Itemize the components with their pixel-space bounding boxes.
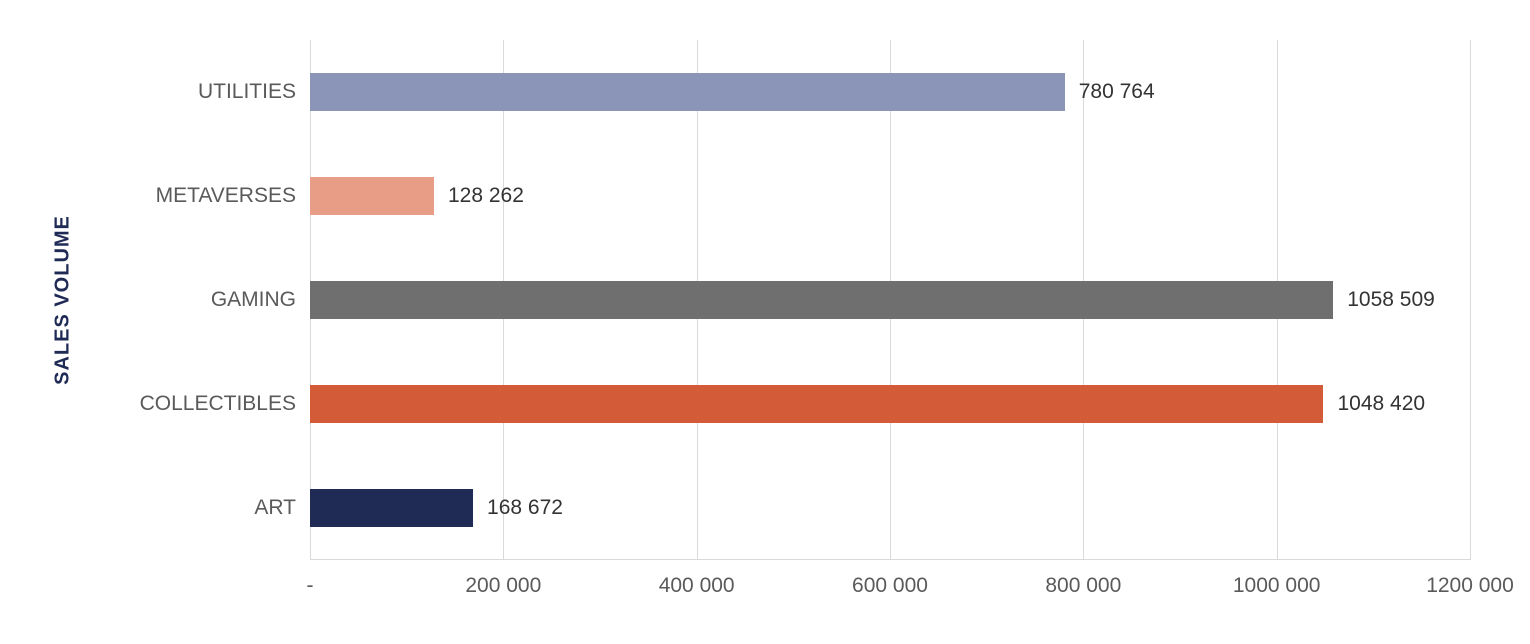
bar-value-label: 1048 420 (1337, 392, 1425, 416)
bar (310, 177, 434, 215)
category-label: UTILITIES (198, 80, 296, 104)
category-label: GAMING (211, 288, 296, 312)
category-label: METAVERSES (156, 184, 296, 208)
plot-area: -200 000400 000600 000800 0001000 000120… (310, 40, 1470, 560)
bar (310, 385, 1323, 423)
x-tick-label: 1000 000 (1233, 574, 1321, 598)
gridline (1470, 40, 1471, 560)
bar-value-label: 780 764 (1079, 80, 1155, 104)
x-tick-label: - (307, 574, 314, 598)
bar-value-label: 128 262 (448, 184, 524, 208)
x-tick-label: 800 000 (1045, 574, 1121, 598)
y-axis-title: SALES VOLUME (52, 215, 75, 385)
x-tick-label: 400 000 (659, 574, 735, 598)
category-label: COLLECTIBLES (140, 392, 296, 416)
bar-value-label: 1058 509 (1347, 288, 1435, 312)
x-tick-label: 1200 000 (1426, 574, 1514, 598)
bar (310, 73, 1065, 111)
bar (310, 489, 473, 527)
x-tick-label: 200 000 (465, 574, 541, 598)
category-label: ART (254, 496, 296, 520)
sales-volume-chart: SALES VOLUME -200 000400 000600 000800 0… (0, 0, 1530, 644)
bar-value-label: 168 672 (487, 496, 563, 520)
x-tick-label: 600 000 (852, 574, 928, 598)
bar (310, 281, 1333, 319)
